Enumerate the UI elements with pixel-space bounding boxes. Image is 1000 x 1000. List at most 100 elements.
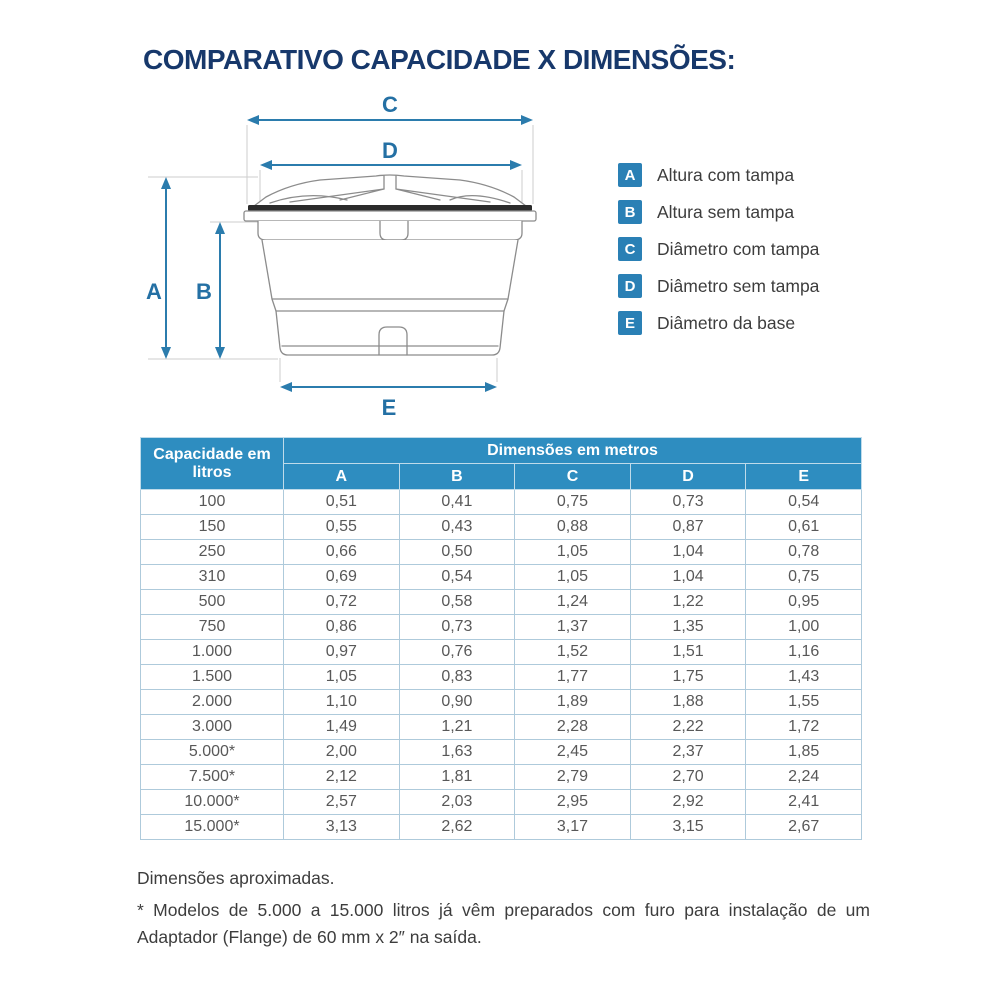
legend-label: Diâmetro com tampa (657, 238, 820, 259)
dim-cell: 2,22 (629, 714, 747, 740)
dim-cell: 2,28 (514, 714, 631, 740)
dim-cell: 1,05 (283, 664, 400, 690)
legend-label: Altura sem tampa (657, 201, 795, 222)
dim-cell: 1,63 (398, 739, 516, 765)
dim-label-a: A (146, 279, 162, 304)
dim-cell: 2,03 (398, 789, 516, 815)
dim-cell: 0,87 (629, 514, 747, 540)
dim-cell: 1,77 (514, 664, 631, 690)
dim-cell: 0,73 (398, 614, 516, 640)
capacity-cell: 100 (140, 489, 284, 515)
dimension-legend: A Altura com tampa B Altura sem tampa C … (618, 163, 819, 348)
dim-cell: 1,89 (514, 689, 631, 715)
dim-cell: 2,92 (629, 789, 747, 815)
capacity-cell: 150 (140, 514, 284, 540)
capacity-cell: 7.500* (140, 764, 284, 790)
dim-cell: 1,04 (629, 539, 747, 565)
tank-drawing-icon (243, 174, 537, 356)
dimension-arrow-d (260, 160, 522, 170)
dim-cell: 1,05 (514, 564, 631, 590)
dimension-arrow-b (215, 222, 225, 359)
dim-cell: 0,83 (398, 664, 516, 690)
dim-cell: 0,88 (514, 514, 631, 540)
dim-label-c: C (382, 92, 398, 117)
table-row: 7.500* 2,12 1,81 2,79 2,70 2,24 (140, 764, 862, 790)
dim-cell: 1,37 (514, 614, 631, 640)
tank-dimension-diagram: C D A B E (146, 92, 537, 420)
table-row: 500 0,72 0,58 1,24 1,22 0,95 (140, 589, 862, 615)
dim-cell: 0,54 (745, 489, 862, 515)
dim-cell: 0,75 (745, 564, 862, 590)
dim-cell: 1,85 (745, 739, 862, 765)
column-header-d: D (629, 463, 747, 490)
dim-cell: 1,24 (514, 589, 631, 615)
legend-item-d: D Diâmetro sem tampa (618, 274, 819, 298)
legend-key-badge: B (618, 200, 642, 224)
dim-cell: 2,62 (398, 814, 516, 840)
table-row: 15.000* 3,13 2,62 3,17 3,15 2,67 (140, 814, 862, 840)
dim-cell: 0,76 (398, 639, 516, 665)
legend-item-e: E Diâmetro da base (618, 311, 819, 335)
table-row: 1.000 0,97 0,76 1,52 1,51 1,16 (140, 639, 862, 665)
dimension-arrow-c (247, 115, 533, 125)
legend-key-badge: D (618, 274, 642, 298)
dim-cell: 0,90 (398, 689, 516, 715)
dim-cell: 1,22 (629, 589, 747, 615)
capacity-cell: 3.000 (140, 714, 284, 740)
note-approximate-dimensions: Dimensões aproximadas. (137, 868, 335, 888)
page-title: COMPARATIVO CAPACIDADE X DIMENSÕES: (143, 44, 736, 75)
legend-item-a: A Altura com tampa (618, 163, 819, 187)
dimensions-group-header: Dimensões em metros (283, 437, 862, 464)
dim-label-d: D (382, 138, 398, 163)
dim-cell: 1,16 (745, 639, 862, 665)
dim-cell: 2,79 (514, 764, 631, 790)
dim-cell: 0,61 (745, 514, 862, 540)
dim-cell: 2,24 (745, 764, 862, 790)
dim-cell: 1,81 (398, 764, 516, 790)
dim-cell: 2,95 (514, 789, 631, 815)
capacity-cell: 15.000* (140, 814, 284, 840)
dim-cell: 3,13 (283, 814, 400, 840)
dim-label-e: E (382, 395, 397, 420)
dim-cell: 2,41 (745, 789, 862, 815)
guide-lines (148, 125, 534, 382)
capacity-cell: 1.500 (140, 664, 284, 690)
table-row: 310 0,69 0,54 1,05 1,04 0,75 (140, 564, 862, 590)
column-header-e: E (745, 463, 862, 490)
dim-cell: 1,04 (629, 564, 747, 590)
legend-label: Diâmetro sem tampa (657, 275, 820, 296)
legend-key-badge: A (618, 163, 642, 187)
dim-cell: 3,15 (629, 814, 747, 840)
table-row: 150 0,55 0,43 0,88 0,87 0,61 (140, 514, 862, 540)
dim-cell: 1,49 (283, 714, 400, 740)
dim-cell: 0,66 (283, 539, 400, 565)
dim-cell: 0,69 (283, 564, 400, 590)
table-row: 10.000* 2,57 2,03 2,95 2,92 2,41 (140, 789, 862, 815)
dim-label-b: B (196, 279, 212, 304)
dim-cell: 0,55 (283, 514, 400, 540)
dim-cell: 1,00 (745, 614, 862, 640)
dim-cell: 1,55 (745, 689, 862, 715)
dim-cell: 0,43 (398, 514, 516, 540)
dim-cell: 1,05 (514, 539, 631, 565)
legend-key-badge: E (618, 311, 642, 335)
dim-cell: 0,72 (283, 589, 400, 615)
table-row: 1.500 1,05 0,83 1,77 1,75 1,43 (140, 664, 862, 690)
dim-cell: 2,00 (283, 739, 400, 765)
legend-item-b: B Altura sem tampa (618, 200, 819, 224)
dim-cell: 2,70 (629, 764, 747, 790)
dim-cell: 2,45 (514, 739, 631, 765)
table-row: 5.000* 2,00 1,63 2,45 2,37 1,85 (140, 739, 862, 765)
table-header-row-group: Capacidade em litros Dimensões em metros (140, 437, 862, 490)
capacity-column-header: Capacidade em litros (140, 437, 284, 490)
legend-label: Altura com tampa (657, 164, 795, 185)
column-header-c: C (514, 463, 631, 490)
table-row: 2.000 1,10 0,90 1,89 1,88 1,55 (140, 689, 862, 715)
dim-cell: 2,57 (283, 789, 400, 815)
dim-cell: 0,78 (745, 539, 862, 565)
dim-cell: 1,72 (745, 714, 862, 740)
dim-cell: 2,37 (629, 739, 747, 765)
legend-label: Diâmetro da base (657, 312, 796, 333)
capacity-cell: 500 (140, 589, 284, 615)
dim-cell: 2,67 (745, 814, 862, 840)
